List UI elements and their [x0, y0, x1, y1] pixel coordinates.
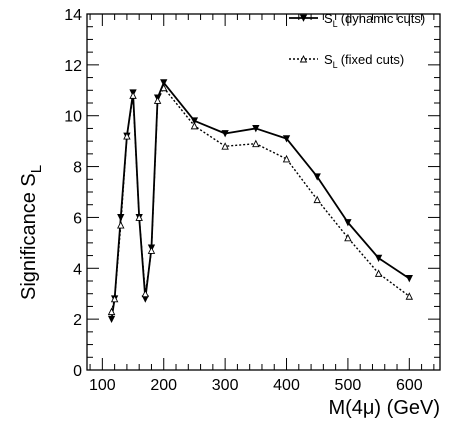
y-tick-label: 12	[64, 58, 82, 75]
x-tick-label: 400	[273, 377, 300, 394]
data-point	[221, 142, 229, 150]
data-point	[141, 289, 150, 298]
legend-label: SL (dynamic cuts)	[324, 11, 425, 29]
y-axis-ticks: 0 2 4 6 8 10 12 14	[64, 7, 440, 380]
data-point	[190, 117, 199, 125]
data-point	[374, 254, 383, 263]
data-point	[282, 154, 291, 163]
data-point	[252, 125, 260, 133]
data-point	[117, 214, 125, 222]
data-point	[313, 173, 321, 181]
legend-label-main: S	[324, 52, 333, 67]
y-tick-label: 4	[73, 261, 82, 278]
data-point	[129, 91, 137, 99]
data-point	[160, 83, 168, 92]
legend: SL (dynamic cuts)SL (fixed cuts)	[289, 11, 425, 70]
data-point	[405, 292, 414, 300]
y-axis-title-sub: L	[28, 165, 45, 173]
data-point	[117, 221, 125, 229]
series-fixed-cuts	[107, 83, 414, 315]
y-tick-label: 14	[64, 7, 82, 24]
data-point	[252, 139, 260, 148]
legend-label: SL (fixed cuts)	[324, 52, 404, 70]
data-point	[107, 315, 116, 324]
series-layer	[107, 79, 414, 324]
legend-label-sub: L	[333, 19, 338, 29]
x-axis-title: M(4μ) (GeV)	[328, 397, 440, 419]
legend-label-suffix: (fixed cuts)	[341, 52, 405, 67]
x-axis-ticks: 100 200 300 400 500 600	[89, 14, 435, 394]
y-tick-label: 2	[73, 312, 82, 329]
data-point	[313, 195, 321, 204]
plot-frame	[86, 13, 441, 371]
x-tick-label: 500	[335, 377, 362, 394]
x-tick-label: 100	[89, 377, 116, 394]
data-point	[147, 246, 156, 254]
data-point	[160, 79, 168, 87]
legend-marker	[299, 54, 308, 63]
series-line	[110, 87, 410, 312]
y-tick-label: 8	[73, 160, 82, 177]
y-tick-label: 6	[73, 210, 82, 227]
y-tick-label: 10	[64, 109, 82, 126]
data-point	[107, 307, 116, 315]
legend-marker	[299, 14, 308, 22]
x-tick-label: 300	[212, 377, 239, 394]
data-point	[405, 275, 413, 283]
y-axis-title: Significance SL	[18, 165, 45, 300]
data-point	[110, 294, 119, 303]
data-point	[282, 135, 291, 143]
legend-label-suffix: (dynamic cuts)	[341, 11, 426, 26]
y-axis-title-main: Significance S	[18, 173, 40, 300]
data-point	[344, 219, 352, 227]
legend-label-main: S	[324, 11, 333, 26]
data-point	[374, 269, 383, 277]
data-point	[190, 121, 199, 130]
data-point	[153, 96, 162, 104]
x-tick-label: 600	[396, 377, 423, 394]
data-point	[221, 130, 229, 138]
x-tick-label: 200	[150, 377, 177, 394]
y-tick-label: 0	[73, 363, 82, 380]
data-point	[135, 213, 143, 221]
data-point	[344, 233, 352, 242]
data-point	[123, 132, 131, 140]
legend-label-sub: L	[333, 60, 338, 70]
